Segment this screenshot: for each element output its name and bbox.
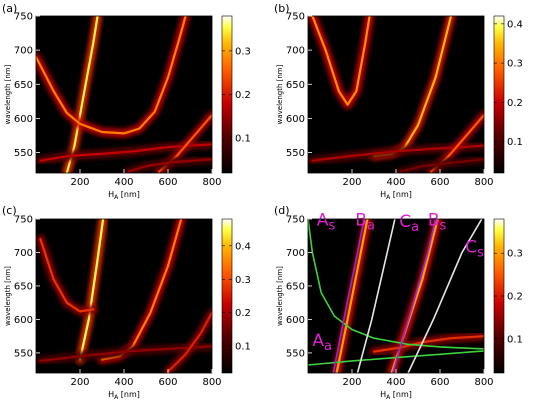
band-0 bbox=[78, 219, 105, 361]
heatmap-bands bbox=[308, 16, 484, 173]
colorbar-tick-label: 0.3 bbox=[235, 46, 251, 57]
x-tick-label: 800 bbox=[474, 377, 493, 388]
x-tick-label: 200 bbox=[342, 177, 361, 188]
colorbar-tick-label: 0.1 bbox=[507, 137, 523, 148]
overlay-curve-5 bbox=[407, 219, 483, 373]
y-tick-label: 700 bbox=[286, 248, 305, 259]
y-tick-label: 600 bbox=[14, 315, 33, 326]
y-tick-label: 750 bbox=[286, 215, 305, 226]
overlay-curve-3 bbox=[391, 219, 437, 373]
panel-label: (a) bbox=[2, 2, 17, 15]
colorbar-gradient bbox=[221, 218, 233, 374]
colorbar-tick-label: 0.2 bbox=[507, 292, 523, 303]
x-tick-label: 200 bbox=[70, 177, 89, 188]
panel-a: (a) 200 400 600 800 550 600 650 700 750 HA [nm] wav… bbox=[2, 2, 251, 201]
overlay-curve-4 bbox=[356, 219, 396, 373]
heatmap-bands bbox=[308, 219, 484, 373]
heatmap-bands bbox=[36, 16, 212, 173]
y-tick-label: 700 bbox=[286, 46, 305, 57]
y-tick-label: 650 bbox=[14, 80, 33, 91]
y-tick-label: 600 bbox=[14, 114, 33, 125]
y-tick-label: 550 bbox=[14, 348, 33, 359]
band-1 bbox=[36, 16, 187, 135]
colorbar: 0.1 0.2 0.3 bbox=[493, 218, 523, 374]
x-tick-label: 600 bbox=[430, 377, 449, 388]
colorbar-tick-label: 0.2 bbox=[507, 98, 523, 109]
colorbar: 0.1 0.2 0.3 0.4 bbox=[493, 15, 523, 174]
colorbar-tick-label: 0.3 bbox=[507, 249, 523, 260]
y-tick-label: 550 bbox=[286, 148, 305, 159]
band-0 bbox=[311, 16, 371, 106]
x-axis-label: HA [nm] bbox=[108, 390, 140, 401]
y-axis-label: wavelength [nm] bbox=[4, 64, 12, 124]
panel-label: (c) bbox=[2, 204, 17, 217]
y-tick-label: 750 bbox=[286, 12, 305, 23]
x-axis-label: HA [nm] bbox=[380, 190, 412, 201]
x-axis-label: HA [nm] bbox=[108, 190, 140, 201]
band-3 bbox=[39, 345, 212, 362]
y-tick-label: 600 bbox=[286, 114, 305, 125]
panel-label: (b) bbox=[274, 2, 290, 15]
x-tick-label: 800 bbox=[202, 177, 221, 188]
y-tick-label: 650 bbox=[14, 281, 33, 292]
y-tick-label: 600 bbox=[286, 315, 305, 326]
band-4 bbox=[399, 158, 484, 173]
colorbar-tick-label: 0.3 bbox=[235, 275, 251, 286]
colorbar-tick-label: 0.1 bbox=[235, 342, 251, 353]
overlay-curve-0 bbox=[308, 219, 484, 350]
colorbar-tick-label: 0.2 bbox=[235, 90, 251, 101]
y-tick-label: 550 bbox=[286, 348, 305, 359]
x-tick-label: 800 bbox=[202, 377, 221, 388]
y-tick-label: 750 bbox=[14, 12, 33, 23]
panel-b: (b) 200 400 600 800 550 600 650 700 750 HA [nm] wav… bbox=[274, 2, 523, 201]
y-axis-label: wavelength [nm] bbox=[4, 266, 12, 326]
mode-label-1: Ba bbox=[355, 211, 375, 234]
panel-label: (d) bbox=[274, 204, 290, 217]
colorbar: 0.1 0.2 0.3 bbox=[221, 15, 251, 174]
x-tick-label: 600 bbox=[430, 177, 449, 188]
x-axis-label: HA [nm] bbox=[380, 390, 412, 401]
mode-label-3: Bs bbox=[428, 211, 447, 234]
colorbar-tick-label: 0.1 bbox=[507, 334, 523, 345]
panel-c: (c) 200 400 600 800 550 600 650 700 750 HA [nm] wav… bbox=[2, 204, 251, 401]
y-axis-label: wavelength [nm] bbox=[276, 266, 284, 326]
y-tick-label: 700 bbox=[14, 248, 33, 259]
y-tick-label: 550 bbox=[14, 148, 33, 159]
mode-label-2: Ca bbox=[399, 212, 419, 235]
colorbar-gradient bbox=[493, 15, 505, 174]
overlay-curve-1 bbox=[308, 350, 484, 366]
mode-label-0: As bbox=[317, 211, 336, 234]
colorbar: 0.1 0.2 0.3 0.4 bbox=[221, 218, 251, 374]
x-tick-label: 200 bbox=[70, 377, 89, 388]
x-tick-label: 800 bbox=[474, 177, 493, 188]
y-tick-label: 650 bbox=[286, 80, 305, 91]
heatmap-bands bbox=[36, 219, 212, 373]
y-tick-label: 700 bbox=[14, 46, 33, 57]
colorbar-tick-label: 0.3 bbox=[507, 59, 523, 70]
band-1 bbox=[39, 238, 95, 313]
x-tick-label: 600 bbox=[158, 177, 177, 188]
colorbar-tick-label: 0.4 bbox=[235, 241, 251, 252]
band-2 bbox=[39, 143, 212, 162]
band-4 bbox=[166, 311, 212, 373]
x-tick-label: 200 bbox=[342, 377, 361, 388]
colorbar-tick-label: 0.2 bbox=[235, 308, 251, 319]
x-tick-label: 400 bbox=[386, 177, 405, 188]
x-tick-label: 600 bbox=[158, 377, 177, 388]
y-tick-label: 650 bbox=[286, 281, 305, 292]
band-0 bbox=[335, 219, 369, 373]
overlay-curve-2 bbox=[332, 219, 365, 373]
y-axis-label: wavelength [nm] bbox=[276, 64, 284, 124]
y-tick-label: 750 bbox=[14, 215, 33, 226]
colorbar-tick-label: 0.4 bbox=[507, 19, 523, 30]
band-4 bbox=[127, 158, 212, 173]
x-tick-label: 400 bbox=[386, 377, 405, 388]
colorbar-tick-label: 0.1 bbox=[235, 134, 251, 145]
x-tick-label: 400 bbox=[114, 177, 133, 188]
x-tick-label: 400 bbox=[114, 377, 133, 388]
